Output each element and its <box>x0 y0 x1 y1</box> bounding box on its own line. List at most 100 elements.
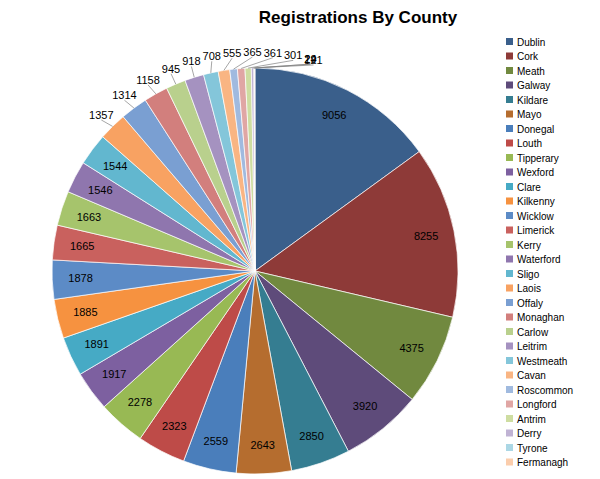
chart-title: Registrations By County <box>259 8 458 27</box>
legend-swatch <box>506 401 513 408</box>
legend-label: Westmeath <box>517 356 567 367</box>
chart-container: Registrations By County 9056 8255 4375 3920 2… <box>0 0 600 479</box>
legend: DublinCorkMeathGalwayKildareMayoDonegalL… <box>506 37 573 469</box>
leader-line <box>253 65 314 68</box>
pie-slice <box>254 68 256 271</box>
leader-line <box>254 64 310 68</box>
legend-swatch <box>506 328 513 335</box>
chart-svg: Registrations By County 9056 8255 4375 3920 2… <box>0 0 600 479</box>
legend-swatch <box>506 169 513 176</box>
legend-swatch <box>506 270 513 277</box>
pie-group <box>52 68 458 474</box>
legend-label: Antrim <box>517 414 546 425</box>
data-label: 1891 <box>84 338 108 350</box>
pie-slice <box>230 69 255 271</box>
legend-swatch <box>506 38 513 45</box>
legend-swatch <box>506 227 513 234</box>
data-label: 3920 <box>353 400 377 412</box>
legend-swatch <box>506 430 513 437</box>
legend-label: Meath <box>517 66 545 77</box>
legend-label: Longford <box>517 399 556 410</box>
pie-slice <box>245 68 255 271</box>
leader-line <box>101 120 112 126</box>
legend-swatch <box>506 415 513 422</box>
legend-swatch <box>506 198 513 205</box>
data-label: 1158 <box>136 74 160 86</box>
legend-label: Derry <box>517 428 541 439</box>
data-label: 1663 <box>77 211 101 223</box>
data-label: 2323 <box>162 420 186 432</box>
data-label: 2278 <box>128 396 152 408</box>
legend-label: Fermanagh <box>517 457 568 468</box>
leader-line <box>224 58 232 70</box>
data-label: 365 <box>243 46 261 58</box>
legend-swatch <box>506 314 513 321</box>
data-label: 555 <box>223 47 241 59</box>
legend-swatch <box>506 96 513 103</box>
legend-swatch <box>506 299 513 306</box>
legend-label: Louth <box>517 138 542 149</box>
legend-label: Galway <box>517 80 550 91</box>
legend-swatch <box>506 125 513 132</box>
data-label: 708 <box>203 50 221 62</box>
legend-label: Tyrone <box>517 443 548 454</box>
data-label: 301 <box>284 49 302 61</box>
legend-swatch <box>506 140 513 147</box>
data-label: 918 <box>182 55 200 67</box>
leader-line <box>234 57 253 69</box>
legend-swatch <box>506 183 513 190</box>
legend-label: Mayo <box>517 109 542 120</box>
data-label: 1665 <box>70 240 94 252</box>
data-labels: 9056 8255 4375 3920 2850 2643 2559 2323 2278 1917… <box>68 46 438 451</box>
legend-label: Dublin <box>517 37 545 48</box>
legend-swatch <box>506 357 513 364</box>
data-label: 2643 <box>250 439 274 451</box>
data-label: 8255 <box>414 230 438 242</box>
pie-slice <box>254 68 255 271</box>
legend-swatch <box>506 386 513 393</box>
data-label: 2559 <box>204 435 228 447</box>
data-label: 1917 <box>102 368 126 380</box>
data-label: 4375 <box>399 342 423 354</box>
legend-swatch <box>506 212 513 219</box>
data-label: 945 <box>162 63 180 75</box>
leader-line <box>255 64 311 68</box>
legend-swatch <box>506 111 513 118</box>
data-label: 9056 <box>322 109 346 121</box>
legend-label: Offaly <box>517 298 543 309</box>
legend-label: Leitrim <box>517 341 547 352</box>
legend-swatch <box>506 241 513 248</box>
legend-label: Limerick <box>517 225 555 236</box>
legend-label: Cavan <box>517 370 546 381</box>
legend-swatch <box>506 343 513 350</box>
data-label: 2850 <box>299 430 323 442</box>
data-label: 1878 <box>68 272 92 284</box>
legend-label: Laois <box>517 283 541 294</box>
legend-swatch <box>506 154 513 161</box>
data-label: 24 <box>304 53 316 65</box>
data-label: 1885 <box>73 306 97 318</box>
data-label: 121 <box>304 54 322 66</box>
data-label: 1314 <box>112 89 136 101</box>
legend-swatch <box>506 256 513 263</box>
legend-label: Wicklow <box>517 211 554 222</box>
leader-line <box>124 100 134 108</box>
legend-label: Clare <box>517 182 541 193</box>
data-label: 361 <box>264 47 282 59</box>
leader-line <box>210 61 212 73</box>
legend-label: Kildare <box>517 95 549 106</box>
pie-slice <box>251 68 255 271</box>
data-label: 29 <box>304 53 316 65</box>
legend-label: Tipperary <box>517 153 559 164</box>
legend-label: Wexford <box>517 167 554 178</box>
legend-label: Waterford <box>517 254 561 265</box>
legend-label: Kilkenny <box>517 196 555 207</box>
leader-line <box>148 85 156 94</box>
legend-label: Monaghan <box>517 312 564 323</box>
legend-swatch <box>506 82 513 89</box>
legend-label: Kerry <box>517 240 541 251</box>
data-label: 1546 <box>88 184 112 196</box>
background <box>0 0 600 479</box>
legend-swatch <box>506 67 513 74</box>
legend-label: Sligo <box>517 269 540 280</box>
